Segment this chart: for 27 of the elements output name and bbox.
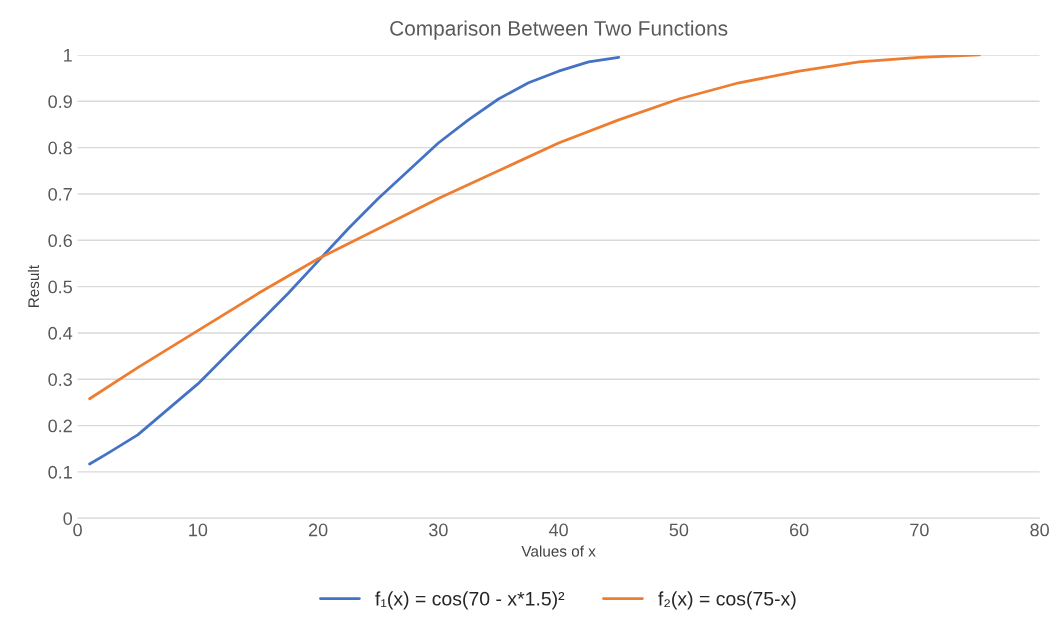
y-tick-label: 1 bbox=[64, 49, 72, 62]
line-series bbox=[88, 55, 621, 466]
chart-title: Comparison Between Two Functions bbox=[390, 20, 728, 40]
y-tick-label: 0.8 bbox=[48, 141, 72, 155]
x-tick-label: 70 bbox=[910, 523, 929, 537]
y-tick-label: 0.4 bbox=[48, 326, 73, 340]
line-series bbox=[88, 54, 981, 401]
y-tick-label: 0.7 bbox=[48, 187, 72, 201]
x-tick-label: 30 bbox=[429, 523, 448, 537]
y-tick-label: 0.9 bbox=[48, 95, 72, 109]
x-tick-label: 40 bbox=[548, 523, 568, 537]
legend-label: f₁(x) = cos(70 - x*1.5)² bbox=[375, 591, 565, 610]
x-tick-label: 10 bbox=[189, 523, 208, 537]
x-axis-title: Values of x bbox=[521, 545, 596, 557]
x-tick-label: 20 bbox=[308, 523, 328, 537]
y-tick-label: 0.5 bbox=[48, 280, 72, 294]
y-tick-label: 0.1 bbox=[48, 465, 72, 479]
y-tick-label: 0 bbox=[63, 512, 73, 525]
y-tick-label: 0.3 bbox=[48, 373, 72, 386]
y-axis-title: Result bbox=[27, 265, 40, 308]
x-tick-label: 50 bbox=[669, 523, 689, 537]
y-tick-label: 0.2 bbox=[48, 419, 72, 433]
x-tick-label: 60 bbox=[789, 523, 809, 537]
x-tick-label: 0 bbox=[73, 523, 82, 537]
y-tick-label: 0.6 bbox=[48, 234, 72, 248]
legend-label: f₂(x) = cos(75-x) bbox=[658, 591, 796, 610]
x-tick-label: 80 bbox=[1030, 523, 1049, 537]
